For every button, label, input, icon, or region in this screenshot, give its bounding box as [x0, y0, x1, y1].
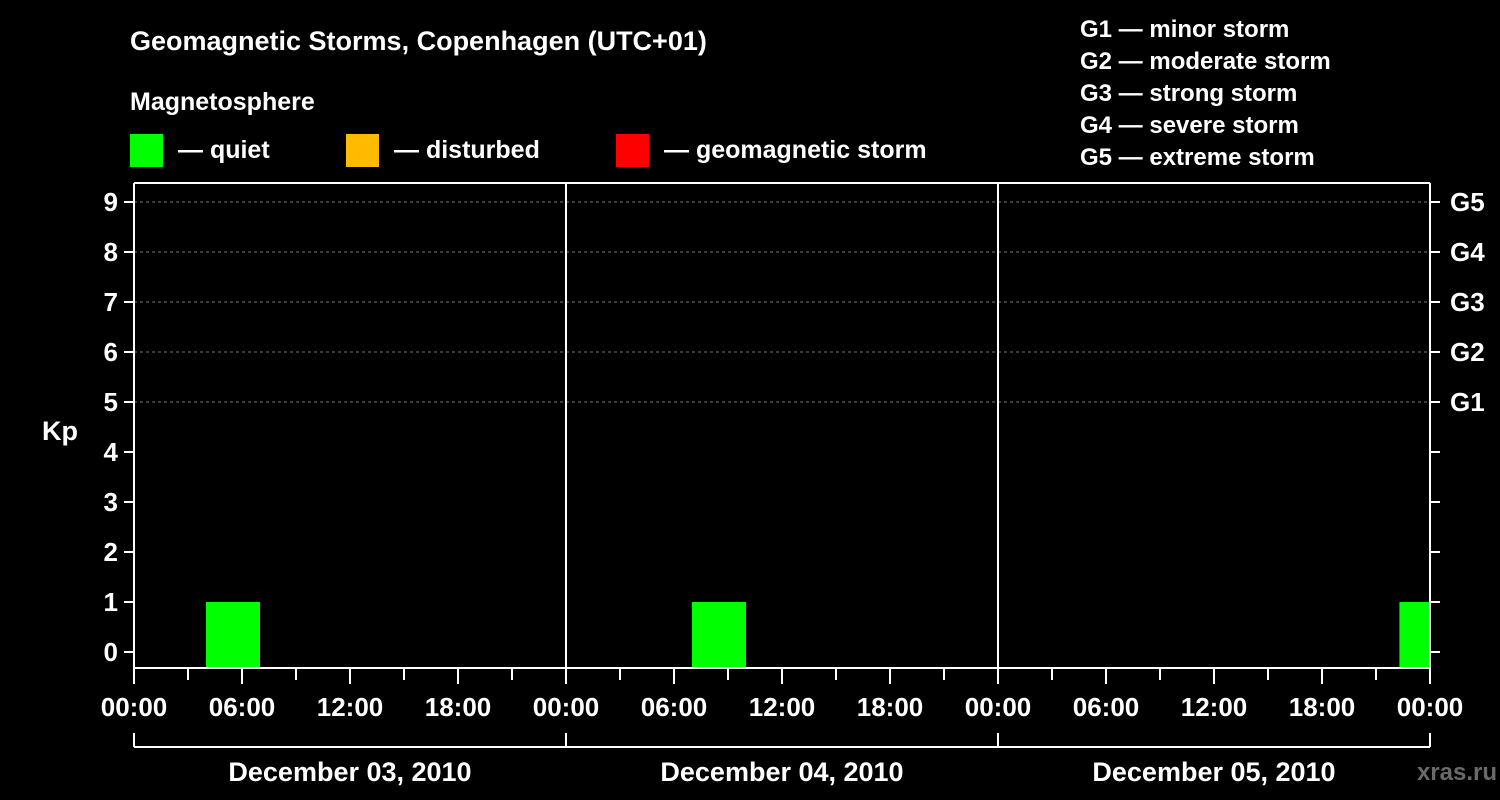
day-label: December 05, 2010: [1092, 757, 1335, 787]
watermark: xras.ru: [1417, 759, 1497, 786]
g-scale-label: G4: [1450, 237, 1485, 267]
x-tick-label: 00:00: [1397, 692, 1464, 722]
y-tick-label: 4: [104, 437, 119, 467]
x-tick-label: 00:00: [965, 692, 1032, 722]
x-tick-label: 18:00: [1289, 692, 1356, 722]
kp-bar: [692, 602, 746, 668]
x-tick-label: 06:00: [641, 692, 708, 722]
g-scale-label: G2: [1450, 337, 1485, 367]
plot-area: 0 1 2 3 4 5 6 7 8 9 G1 G2 G3 G4 G5 00:00 06:00 12:00 18:00…: [101, 182, 1485, 787]
y-tick-label: 5: [104, 387, 118, 417]
g-scale-label: G5: [1450, 187, 1485, 217]
legend-swatch-storm: [616, 134, 649, 167]
legend-label-storm: — geomagnetic storm: [664, 136, 927, 164]
magnetosphere-legend: — quiet — disturbed — geomagnetic storm: [130, 134, 927, 167]
day-label: December 03, 2010: [228, 757, 471, 787]
x-tick-label: 00:00: [101, 692, 168, 722]
kp-bar: [1399, 602, 1430, 668]
y-tick-label: 6: [104, 337, 118, 367]
storm-legend-g5: G5 — extreme storm: [1080, 144, 1315, 171]
kp-bar: [206, 602, 260, 668]
x-tick-label: 00:00: [533, 692, 600, 722]
storm-legend-g3: G3 — strong storm: [1080, 80, 1297, 107]
legend-title: Magnetosphere: [130, 88, 315, 116]
storm-legend-g4: G4 — severe storm: [1080, 112, 1299, 139]
x-tick-label: 12:00: [1181, 692, 1248, 722]
x-tick-label: 12:00: [317, 692, 384, 722]
legend-swatch-quiet: [130, 134, 163, 167]
storm-legend-g1: G1 — minor storm: [1080, 16, 1289, 43]
legend-label-disturbed: — disturbed: [394, 136, 540, 164]
y-tick-label: 2: [104, 537, 118, 567]
day-label: December 04, 2010: [660, 757, 903, 787]
g-scale-label: G1: [1450, 387, 1485, 417]
chart-title: Geomagnetic Storms, Copenhagen (UTC+01): [130, 26, 707, 56]
x-tick-label: 06:00: [209, 692, 276, 722]
x-tick-label: 06:00: [1073, 692, 1140, 722]
storm-scale-legend: G1 — minor storm G2 — moderate storm G3 …: [1080, 16, 1331, 171]
y-axis-label: Kp: [42, 416, 78, 446]
x-tick-label: 12:00: [749, 692, 816, 722]
g-scale-label: G3: [1450, 287, 1485, 317]
y-tick-label: 3: [104, 487, 118, 517]
legend-swatch-disturbed: [346, 134, 379, 167]
y-tick-label: 7: [104, 287, 118, 317]
legend-label-quiet: — quiet: [178, 136, 270, 164]
storm-legend-g2: G2 — moderate storm: [1080, 48, 1331, 75]
y-tick-label: 1: [104, 587, 118, 617]
y-tick-label: 8: [104, 237, 118, 267]
x-tick-label: 18:00: [857, 692, 924, 722]
x-tick-label: 18:00: [425, 692, 492, 722]
y-tick-label: 9: [104, 187, 118, 217]
y-tick-label: 0: [104, 637, 118, 667]
